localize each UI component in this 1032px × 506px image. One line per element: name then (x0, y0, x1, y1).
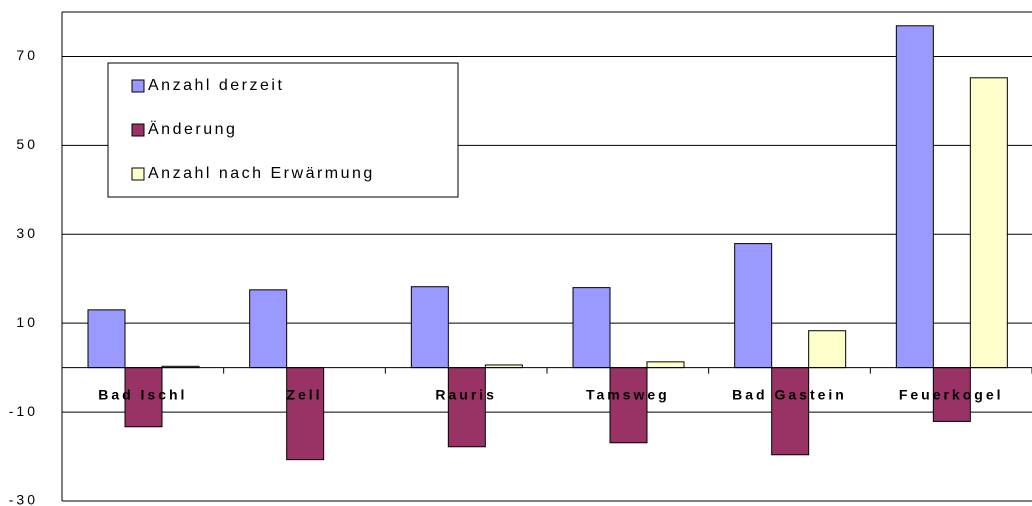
legend-swatch (131, 79, 145, 93)
bar (286, 367, 325, 461)
legend-label: Anzahl derzeit (148, 77, 284, 94)
bar (969, 77, 1008, 369)
y-tick-label: -30 (9, 492, 38, 506)
bar (447, 367, 486, 448)
bar (572, 287, 611, 369)
bar (771, 367, 810, 456)
x-tick-label: Tamsweg (586, 386, 670, 402)
legend-swatch (131, 123, 145, 137)
bar (609, 367, 648, 444)
bar (410, 286, 449, 369)
bar (124, 367, 163, 428)
bar (87, 309, 126, 369)
x-tick-label: Feuerkogel (899, 386, 1004, 402)
legend-swatch (131, 167, 145, 181)
bar (808, 330, 847, 369)
y-tick-label: 50 (16, 136, 38, 152)
bar (734, 243, 773, 369)
x-tick-label: Zell (286, 386, 322, 402)
x-tick-label: Bad Gastein (732, 386, 847, 402)
y-tick-label: 70 (16, 47, 38, 63)
bar (249, 289, 288, 369)
bar (646, 361, 685, 369)
y-tick-label: -10 (9, 403, 38, 419)
bar (932, 367, 971, 422)
bar (895, 25, 934, 369)
legend-label: Änderung (148, 120, 237, 138)
legend-box (107, 62, 459, 198)
y-tick-label: 30 (16, 225, 38, 241)
y-tick-label: 10 (16, 314, 38, 330)
legend-label: Anzahl nach Erwärmung (148, 165, 375, 182)
x-tick-label: Bad Ischl (98, 386, 187, 402)
x-tick-label: Rauris (435, 386, 497, 402)
